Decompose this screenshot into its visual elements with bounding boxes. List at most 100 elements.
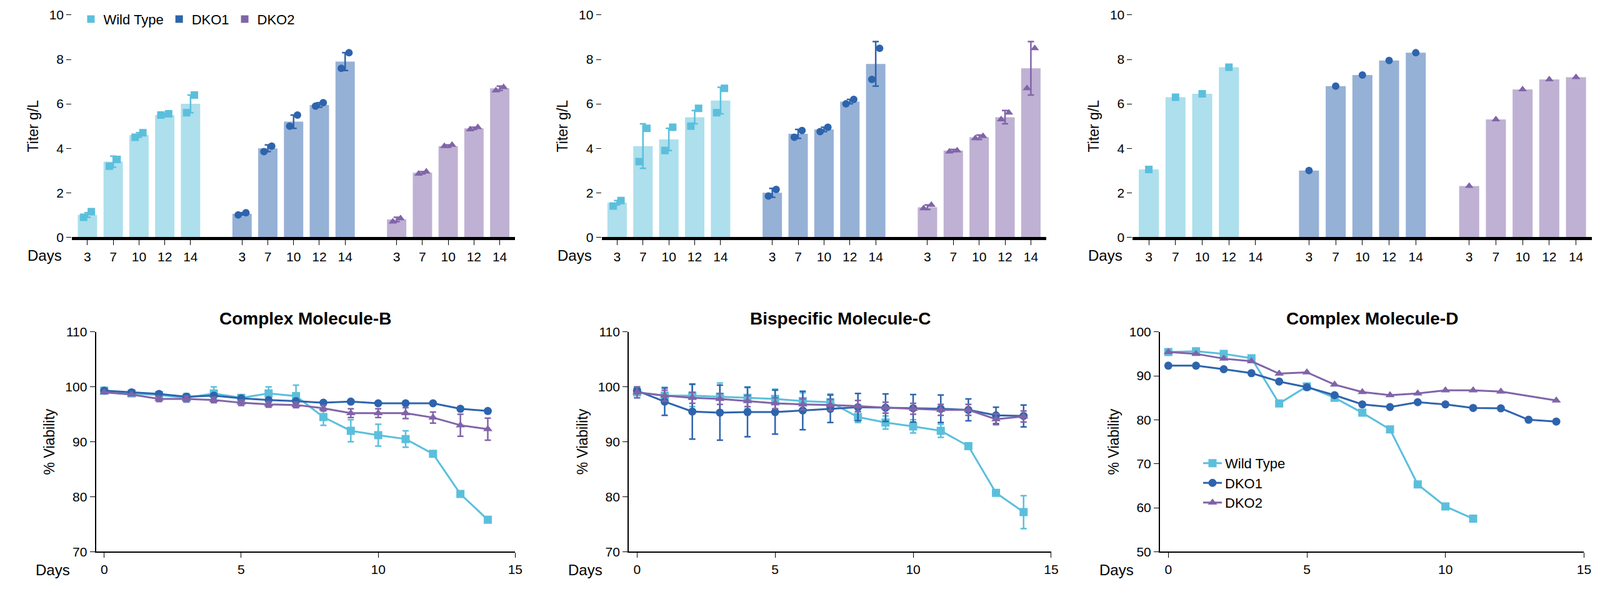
svg-text:Bispecific Molecule-C: Bispecific Molecule-C [750, 308, 931, 329]
svg-text:3: 3 [613, 249, 622, 264]
svg-text:14: 14 [868, 249, 884, 264]
svg-text:Days: Days [568, 561, 603, 579]
svg-text:7: 7 [1492, 249, 1500, 264]
svg-text:12: 12 [311, 249, 327, 264]
svg-text:Days: Days [557, 246, 592, 264]
svg-text:Titer g/L: Titer g/L [25, 100, 42, 153]
svg-text:Titer g/L: Titer g/L [1085, 100, 1102, 153]
svg-text:Wild Type: Wild Type [1225, 455, 1285, 472]
svg-text:4: 4 [586, 141, 594, 156]
svg-text:6: 6 [586, 96, 594, 111]
svg-text:5: 5 [771, 561, 779, 577]
svg-text:80: 80 [605, 489, 620, 504]
svg-text:10: 10 [49, 7, 64, 22]
svg-text:DKO2: DKO2 [1225, 495, 1263, 511]
svg-text:12: 12 [1381, 249, 1397, 264]
svg-text:0: 0 [1164, 561, 1172, 577]
svg-text:10: 10 [1195, 249, 1210, 264]
svg-text:0: 0 [56, 230, 64, 245]
svg-text:12: 12 [997, 249, 1012, 264]
svg-text:% Viability: % Viability [1105, 408, 1122, 475]
svg-text:3: 3 [1305, 249, 1314, 264]
svg-text:8: 8 [56, 51, 64, 67]
svg-text:10: 10 [905, 561, 920, 577]
svg-text:50: 50 [1136, 544, 1151, 559]
svg-text:12: 12 [687, 249, 702, 264]
svg-text:10: 10 [1438, 561, 1453, 577]
svg-text:15: 15 [1576, 561, 1592, 577]
svg-text:14: 14 [1023, 249, 1039, 264]
svg-text:2: 2 [586, 185, 594, 200]
svg-text:10: 10 [1355, 249, 1370, 264]
svg-text:80: 80 [72, 489, 87, 504]
svg-text:3: 3 [768, 249, 777, 264]
svg-text:3: 3 [923, 249, 932, 264]
svg-text:12: 12 [466, 249, 482, 264]
svg-text:7: 7 [109, 249, 117, 264]
svg-text:15: 15 [1043, 561, 1059, 577]
svg-text:14: 14 [713, 249, 729, 264]
svg-text:2: 2 [56, 185, 64, 200]
svg-text:15: 15 [508, 561, 523, 577]
svg-text:Days: Days [35, 561, 70, 579]
svg-text:% Viability: % Viability [41, 408, 58, 475]
svg-text:14: 14 [1568, 249, 1584, 264]
svg-text:3: 3 [1465, 249, 1474, 264]
svg-text:3: 3 [393, 249, 401, 264]
svg-text:Titer g/L: Titer g/L [554, 100, 571, 153]
svg-text:5: 5 [237, 561, 245, 577]
svg-text:8: 8 [1117, 51, 1125, 67]
svg-text:10: 10 [971, 249, 987, 264]
svg-text:10: 10 [816, 249, 832, 264]
svg-text:7: 7 [1171, 249, 1180, 264]
svg-text:14: 14 [1248, 249, 1264, 264]
svg-text:5: 5 [1303, 561, 1311, 577]
svg-text:Days: Days [27, 246, 62, 264]
svg-text:12: 12 [1221, 249, 1237, 264]
svg-text:14: 14 [1408, 249, 1424, 264]
svg-text:110: 110 [598, 324, 620, 339]
svg-text:60: 60 [1136, 500, 1151, 515]
svg-text:DKO2: DKO2 [257, 11, 295, 28]
svg-text:7: 7 [949, 249, 957, 264]
svg-text:110: 110 [66, 324, 87, 339]
svg-text:DKO1: DKO1 [1225, 475, 1263, 492]
svg-text:4: 4 [56, 141, 64, 156]
svg-text:14: 14 [338, 249, 354, 264]
svg-text:90: 90 [1136, 368, 1151, 383]
svg-text:0: 0 [100, 561, 109, 577]
svg-text:14: 14 [183, 249, 199, 264]
svg-text:0: 0 [1117, 230, 1125, 245]
svg-text:DKO1: DKO1 [191, 11, 230, 28]
svg-text:70: 70 [605, 544, 620, 559]
svg-text:7: 7 [639, 249, 647, 264]
svg-text:10: 10 [286, 249, 301, 264]
svg-text:% Viability: % Viability [574, 408, 591, 475]
svg-text:4: 4 [1117, 141, 1125, 156]
svg-text:10: 10 [1110, 7, 1125, 22]
svg-text:7: 7 [1331, 249, 1340, 264]
svg-text:100: 100 [598, 379, 620, 394]
svg-text:7: 7 [264, 249, 272, 264]
svg-text:12: 12 [842, 249, 857, 264]
svg-text:10: 10 [131, 249, 147, 264]
svg-text:10: 10 [578, 7, 594, 22]
svg-text:2: 2 [1117, 185, 1125, 200]
svg-text:10: 10 [440, 249, 455, 264]
svg-text:90: 90 [72, 434, 87, 449]
svg-text:6: 6 [56, 96, 64, 111]
svg-text:0: 0 [586, 230, 594, 245]
svg-text:100: 100 [1129, 324, 1152, 339]
svg-text:10: 10 [370, 561, 385, 577]
svg-text:80: 80 [1136, 412, 1151, 427]
svg-text:7: 7 [418, 249, 427, 264]
svg-text:Wild Type: Wild Type [103, 11, 164, 28]
svg-text:Complex Molecule-B: Complex Molecule-B [219, 308, 392, 329]
svg-text:3: 3 [238, 249, 246, 264]
svg-text:8: 8 [586, 51, 594, 67]
svg-text:10: 10 [661, 249, 676, 264]
svg-text:100: 100 [65, 379, 87, 394]
svg-text:10: 10 [1515, 249, 1530, 264]
svg-text:0: 0 [633, 561, 641, 577]
svg-text:14: 14 [492, 249, 508, 264]
